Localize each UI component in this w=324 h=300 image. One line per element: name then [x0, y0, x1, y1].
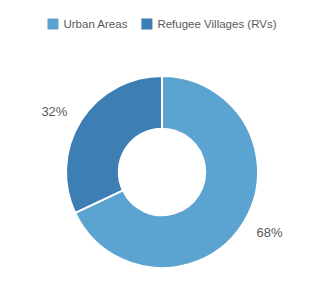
- legend: Urban Areas Refugee Villages (RVs): [47, 18, 276, 30]
- data-label: 32%: [41, 104, 67, 119]
- slice: [66, 76, 162, 213]
- legend-item: Refugee Villages (RVs): [141, 18, 276, 30]
- legend-label: Refugee Villages (RVs): [157, 18, 276, 30]
- chart-container: 68% 32% Urban Areas Refugee Villages (RVs): [0, 0, 324, 300]
- legend-swatch: [141, 19, 152, 30]
- data-labels: 68% 32%: [41, 104, 283, 239]
- chart: 68% 32% Urban Areas Refugee Villages (RVs): [0, 0, 324, 300]
- slices: [66, 76, 258, 268]
- legend-swatch: [47, 19, 58, 30]
- legend-item: Urban Areas: [47, 18, 127, 30]
- data-label: 68%: [257, 225, 283, 240]
- legend-label: Urban Areas: [63, 18, 127, 30]
